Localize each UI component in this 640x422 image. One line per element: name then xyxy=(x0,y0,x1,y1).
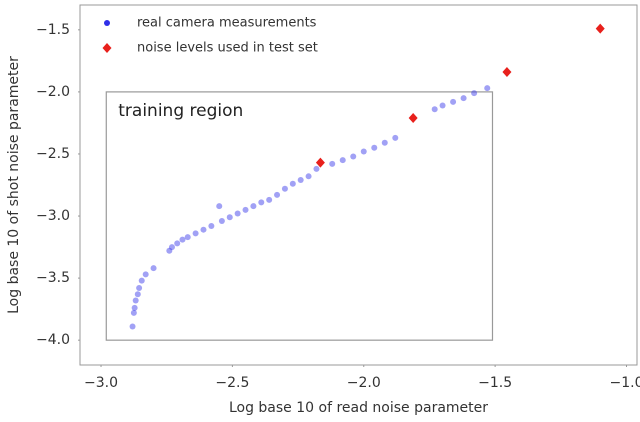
y-tick-label: −3.0 xyxy=(36,208,70,224)
point xyxy=(129,323,136,330)
point xyxy=(218,218,225,224)
point xyxy=(266,196,273,203)
point xyxy=(166,247,173,254)
point xyxy=(208,222,215,229)
point xyxy=(131,304,138,311)
x-tick-label: −2.0 xyxy=(347,375,381,391)
y-tick-label: −2.0 xyxy=(36,84,70,100)
y-axis-label: Log base 10 of shot noise parameter xyxy=(6,56,22,314)
point xyxy=(289,180,296,187)
point xyxy=(134,291,141,298)
point xyxy=(431,106,438,113)
point xyxy=(216,203,223,210)
point xyxy=(136,285,143,292)
point xyxy=(132,297,139,304)
x-tick-label: −1.5 xyxy=(478,375,512,391)
point xyxy=(281,185,288,192)
point xyxy=(226,214,233,221)
point xyxy=(315,157,325,168)
y-tick-label: −3.5 xyxy=(36,270,70,286)
point xyxy=(150,265,157,272)
point xyxy=(408,112,418,123)
point xyxy=(350,153,357,160)
point xyxy=(184,234,191,241)
x-tick-label: −3.0 xyxy=(84,375,118,391)
point xyxy=(439,102,446,109)
point xyxy=(138,277,145,284)
point xyxy=(484,85,491,92)
point xyxy=(234,210,241,217)
plot-frame xyxy=(79,4,638,366)
point xyxy=(130,309,137,316)
point xyxy=(305,173,312,180)
x-tick-label: −2.5 xyxy=(215,375,249,391)
y-tick-label: −2.5 xyxy=(36,146,70,162)
point xyxy=(450,98,457,105)
point xyxy=(392,134,399,141)
point xyxy=(360,148,367,155)
point xyxy=(168,244,175,251)
point xyxy=(250,203,257,210)
legend-marker xyxy=(102,43,112,53)
point xyxy=(142,271,149,278)
point xyxy=(339,157,346,164)
point xyxy=(460,95,467,102)
point xyxy=(174,240,181,247)
legend-marker xyxy=(104,20,110,26)
point xyxy=(192,230,199,237)
y-tick-label: −1.5 xyxy=(36,22,70,38)
x-tick-label: −1.0 xyxy=(609,375,640,391)
point xyxy=(595,23,605,34)
point xyxy=(200,226,207,233)
point xyxy=(297,177,304,184)
point xyxy=(371,144,378,151)
legend-label: noise levels used in test set xyxy=(137,41,318,56)
point xyxy=(502,67,512,78)
x-axis-label: Log base 10 of read noise parameter xyxy=(229,400,488,416)
point xyxy=(381,139,388,146)
point xyxy=(329,160,336,167)
point xyxy=(179,236,186,243)
y-tick-label: −4.0 xyxy=(36,332,70,348)
point xyxy=(242,206,249,213)
legend-label: real camera measurements xyxy=(137,16,317,31)
training-region xyxy=(105,91,494,341)
point xyxy=(258,199,265,206)
point xyxy=(471,90,478,97)
region-label: training region xyxy=(118,101,243,121)
point xyxy=(274,191,281,198)
point xyxy=(313,165,320,172)
